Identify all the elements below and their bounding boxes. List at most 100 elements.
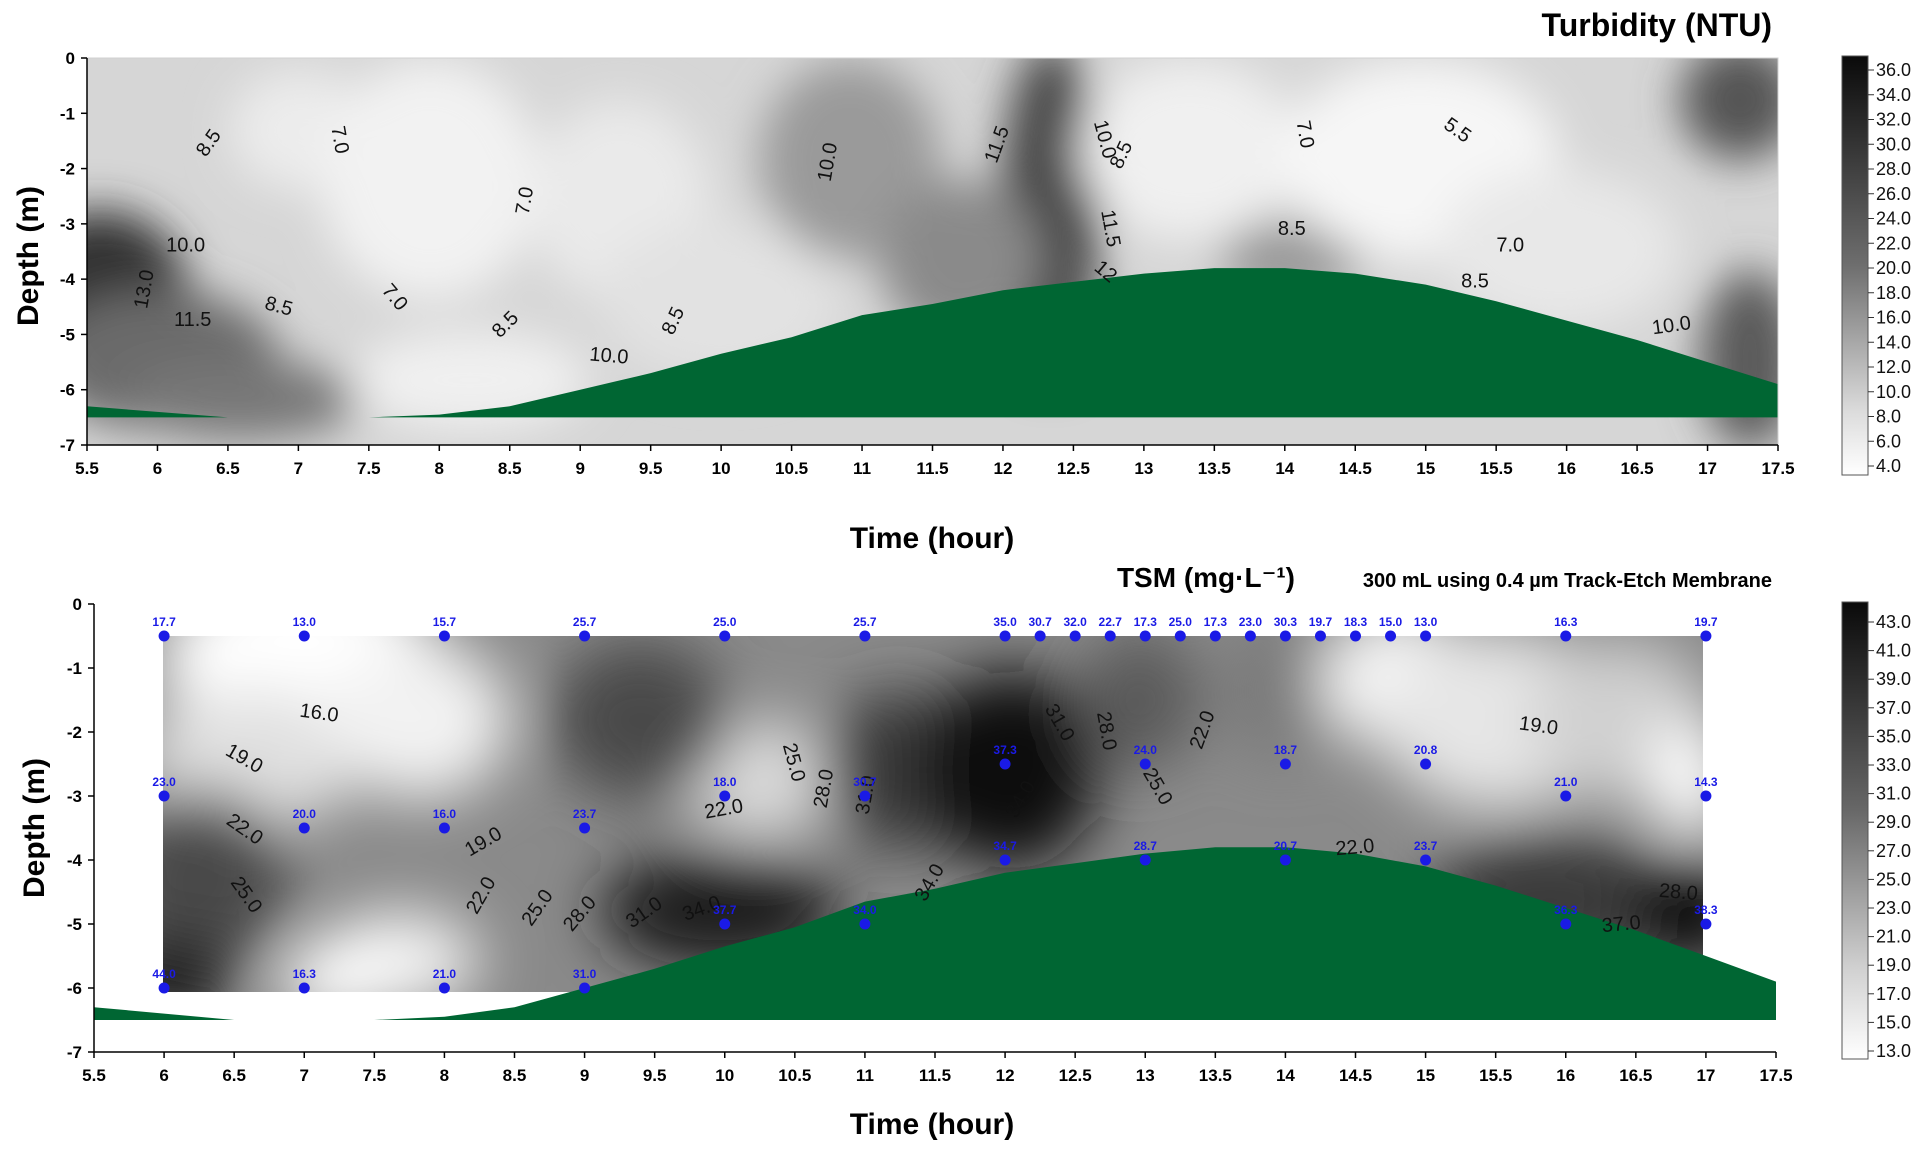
x-tick-label: 10.5 (778, 1066, 811, 1085)
sample-value-label: 25.0 (1169, 615, 1193, 629)
sample-point (1700, 918, 1712, 930)
colorbar-tick-label: 32.0 (1876, 110, 1911, 130)
x-tick-label: 8.5 (503, 1066, 527, 1085)
turbidity-title: Turbidity (NTU) (1542, 7, 1772, 43)
x-tick-label: 16 (1556, 1066, 1575, 1085)
tsm-y-ticks: 0 -1 -2 -3 -4 -5 -6 -7 (67, 595, 95, 1062)
sample-value-label: 21.0 (433, 967, 457, 981)
x-tick-label: 17.5 (1759, 1066, 1792, 1085)
sample-point (1209, 630, 1221, 642)
sample-point (158, 790, 170, 802)
turbidity-y-ticks: 0 -1 -2 -3 -4 -5 -6 -7 (60, 49, 88, 455)
sample-value-label: 31.0 (573, 967, 597, 981)
sample-point (579, 630, 591, 642)
x-tick-label: 9.5 (639, 459, 663, 478)
sample-value-label: 14.3 (1694, 775, 1718, 789)
sample-point (1420, 630, 1432, 642)
sample-point (999, 630, 1011, 642)
sample-value-label: 17.3 (1134, 615, 1158, 629)
contour-label: 8.5 (1461, 270, 1489, 292)
y-tick-label: -6 (60, 381, 75, 400)
x-tick-label: 11 (856, 1066, 874, 1085)
sample-value-label: 28.7 (1134, 839, 1158, 853)
sample-point (1350, 630, 1361, 642)
colorbar-tick-label: 22.0 (1876, 233, 1911, 253)
sample-value-label: 16.3 (1554, 615, 1578, 629)
sample-value-label: 37.3 (993, 743, 1017, 757)
y-tick-label: -6 (67, 979, 82, 998)
colorbar-tick-label: 23.0 (1876, 898, 1911, 918)
x-tick-label: 13 (1134, 459, 1153, 478)
sample-point (1560, 790, 1572, 802)
sample-point (1244, 630, 1256, 642)
colorbar-tick-label: 35.0 (1876, 726, 1911, 746)
sample-point (1139, 758, 1151, 770)
y-tick-label: -5 (60, 325, 75, 344)
y-tick-label: -1 (67, 659, 82, 678)
x-tick-label: 13.5 (1199, 1066, 1232, 1085)
sample-point (999, 854, 1011, 866)
tsm-subtitle: 300 mL using 0.4 µm Track-Etch Membrane (1363, 570, 1772, 592)
sample-point (438, 822, 450, 834)
sample-value-label: 15.0 (1379, 615, 1403, 629)
x-tick-label: 16.5 (1621, 459, 1654, 478)
contour-label: 11.5 (174, 309, 211, 331)
contour-label: 8.5 (1278, 218, 1306, 240)
y-tick-label: -5 (67, 915, 82, 934)
sample-value-label: 38.3 (1694, 903, 1718, 917)
colorbar-tick-label: 29.0 (1876, 812, 1911, 832)
y-tick-label: -7 (67, 1043, 82, 1062)
x-tick-label: 13.5 (1198, 459, 1231, 478)
x-tick-label: 13 (1136, 1066, 1155, 1085)
sample-point (1104, 630, 1116, 642)
x-tick-label: 14.5 (1339, 1066, 1372, 1085)
contour-label: 16.0 (298, 700, 340, 727)
x-tick-label: 11 (853, 459, 871, 478)
x-tick-label: 16 (1557, 459, 1576, 478)
turbidity-seabed (87, 268, 1778, 418)
sample-value-label: 30.3 (1274, 615, 1298, 629)
colorbar-tick-label: 6.0 (1876, 431, 1901, 451)
colorbar-tick-label: 13.0 (1876, 1041, 1911, 1061)
sample-point (158, 982, 170, 994)
x-tick-label: 7.5 (363, 1066, 387, 1085)
x-tick-label: 16.5 (1619, 1066, 1652, 1085)
sample-value-label: 19.7 (1309, 615, 1333, 629)
colorbar-tick-label: 36.0 (1876, 60, 1911, 80)
colorbar-tick-label: 21.0 (1876, 927, 1911, 947)
y-tick-label: -3 (67, 787, 82, 806)
colorbar-tick-label: 10.0 (1876, 382, 1911, 402)
colorbar-tick-label: 8.0 (1876, 407, 1901, 427)
x-tick-label: 15 (1416, 459, 1435, 478)
sample-value-label: 20.0 (293, 807, 317, 821)
sample-value-label: 20.8 (1414, 743, 1438, 757)
x-tick-label: 9.5 (643, 1066, 667, 1085)
colorbar-tick-label: 12.0 (1876, 357, 1911, 377)
colorbar-tick-label: 30.0 (1876, 134, 1911, 154)
x-tick-label: 15.5 (1480, 459, 1513, 478)
contour-label: 10.0 (589, 343, 630, 368)
x-tick-label: 17 (1698, 459, 1717, 478)
x-tick-label: 10 (712, 459, 731, 478)
sample-value-label: 30.7 (853, 775, 877, 789)
x-tick-label: 8 (440, 1066, 449, 1085)
y-tick-label: 0 (66, 49, 75, 68)
contour-label: 22.0 (1335, 835, 1376, 860)
sample-value-label: 34.0 (853, 903, 877, 917)
sample-value-label: 18.0 (713, 775, 737, 789)
colorbar-tick-label: 16.0 (1876, 308, 1911, 328)
sample-value-label: 30.7 (1028, 615, 1052, 629)
sample-value-label: 36.3 (1554, 903, 1578, 917)
sample-point (1700, 790, 1712, 802)
sample-value-label: 17.3 (1204, 615, 1228, 629)
x-tick-label: 11.5 (916, 459, 948, 478)
colorbar-tick-label: 33.0 (1876, 755, 1911, 775)
sample-value-label: 22.7 (1099, 615, 1123, 629)
sample-point (298, 822, 310, 834)
sample-point (1420, 758, 1432, 770)
x-tick-label: 7 (294, 459, 303, 478)
sample-value-label: 16.3 (293, 967, 317, 981)
tsm-colorbar (1841, 601, 1869, 1060)
sample-point (999, 758, 1011, 770)
x-tick-label: 12.5 (1059, 1066, 1092, 1085)
